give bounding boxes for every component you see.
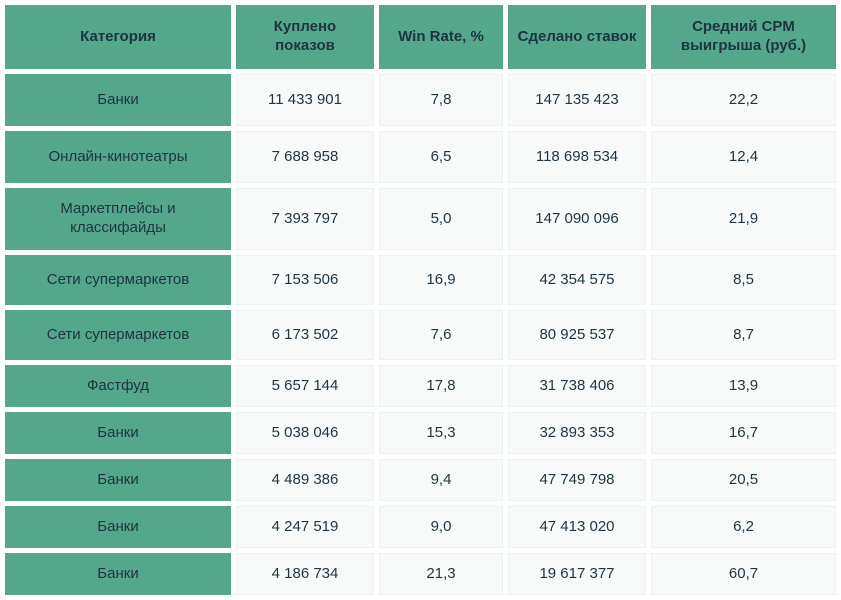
bids-cell: 19 617 377 (508, 553, 646, 595)
win-rate-cell: 9,0 (379, 506, 503, 548)
table-row: Банки 4 186 734 21,3 19 617 377 60,7 (5, 553, 836, 595)
col-header-bids-made: Сделано ставок (508, 5, 646, 69)
impressions-cell: 11 433 901 (236, 74, 374, 126)
table-body: Банки 11 433 901 7,8 147 135 423 22,2 Онлайн-… (5, 74, 836, 595)
row-category-cell: Маркетплейсы и классифайды (5, 188, 231, 250)
win-rate-cell: 15,3 (379, 412, 503, 454)
impressions-cell: 4 247 519 (236, 506, 374, 548)
row-category-cell: Сети супермаркетов (5, 255, 231, 305)
bids-cell: 31 738 406 (508, 365, 646, 407)
col-header-category: Категория (5, 5, 231, 69)
row-category-cell: Банки (5, 412, 231, 454)
header-row: Категория Куплено показов Win Rate, % Сд… (5, 5, 836, 69)
impressions-cell: 7 393 797 (236, 188, 374, 250)
table-row: Онлайн-кинотеатры 7 688 958 6,5 118 698 534… (5, 131, 836, 183)
win-rate-cell: 17,8 (379, 365, 503, 407)
col-header-avg-cpm: Средний CPM выигрыша (руб.) (651, 5, 836, 69)
impressions-cell: 7 688 958 (236, 131, 374, 183)
bids-cell: 147 135 423 (508, 74, 646, 126)
row-category-cell: Банки (5, 74, 231, 126)
impressions-cell: 5 038 046 (236, 412, 374, 454)
impressions-cell: 6 173 502 (236, 310, 374, 360)
table-row: Банки 4 247 519 9,0 47 413 020 6,2 (5, 506, 836, 548)
row-category-cell: Онлайн-кинотеатры (5, 131, 231, 183)
row-category-cell: Банки (5, 553, 231, 595)
col-header-win-rate: Win Rate, % (379, 5, 503, 69)
bids-cell: 80 925 537 (508, 310, 646, 360)
win-rate-cell: 7,8 (379, 74, 503, 126)
col-header-impressions-bought: Куплено показов (236, 5, 374, 69)
table-row: Маркетплейсы и классифайды 7 393 797 5,0 14… (5, 188, 836, 250)
cpm-cell: 8,5 (651, 255, 836, 305)
cpm-cell: 8,7 (651, 310, 836, 360)
table-row: Сети супермаркетов 7 153 506 16,9 42 354 57… (5, 255, 836, 305)
cpm-cell: 60,7 (651, 553, 836, 595)
cpm-cell: 20,5 (651, 459, 836, 501)
table-row: Банки 11 433 901 7,8 147 135 423 22,2 (5, 74, 836, 126)
bids-cell: 147 090 096 (508, 188, 646, 250)
win-rate-cell: 5,0 (379, 188, 503, 250)
cpm-cell: 16,7 (651, 412, 836, 454)
cpm-cell: 12,4 (651, 131, 836, 183)
row-category-cell: Фастфуд (5, 365, 231, 407)
table-row: Банки 5 038 046 15,3 32 893 353 16,7 (5, 412, 836, 454)
bids-cell: 47 413 020 (508, 506, 646, 548)
impressions-cell: 4 186 734 (236, 553, 374, 595)
bids-cell: 42 354 575 (508, 255, 646, 305)
cpm-cell: 6,2 (651, 506, 836, 548)
impressions-cell: 4 489 386 (236, 459, 374, 501)
row-category-cell: Сети супермаркетов (5, 310, 231, 360)
bids-cell: 118 698 534 (508, 131, 646, 183)
win-rate-cell: 7,6 (379, 310, 503, 360)
cpm-cell: 21,9 (651, 188, 836, 250)
impressions-cell: 5 657 144 (236, 365, 374, 407)
cpm-cell: 13,9 (651, 365, 836, 407)
bids-cell: 47 749 798 (508, 459, 646, 501)
table-row: Фастфуд 5 657 144 17,8 31 738 406 13,9 (5, 365, 836, 407)
table-row: Банки 4 489 386 9,4 47 749 798 20,5 (5, 459, 836, 501)
row-category-cell: Банки (5, 459, 231, 501)
cpm-cell: 22,2 (651, 74, 836, 126)
win-rate-cell: 16,9 (379, 255, 503, 305)
impressions-cell: 7 153 506 (236, 255, 374, 305)
bids-cell: 32 893 353 (508, 412, 646, 454)
win-rate-cell: 9,4 (379, 459, 503, 501)
table-row: Сети супермаркетов 6 173 502 7,6 80 925 537… (5, 310, 836, 360)
win-rate-cell: 6,5 (379, 131, 503, 183)
row-category-cell: Банки (5, 506, 231, 548)
win-rate-cell: 21,3 (379, 553, 503, 595)
